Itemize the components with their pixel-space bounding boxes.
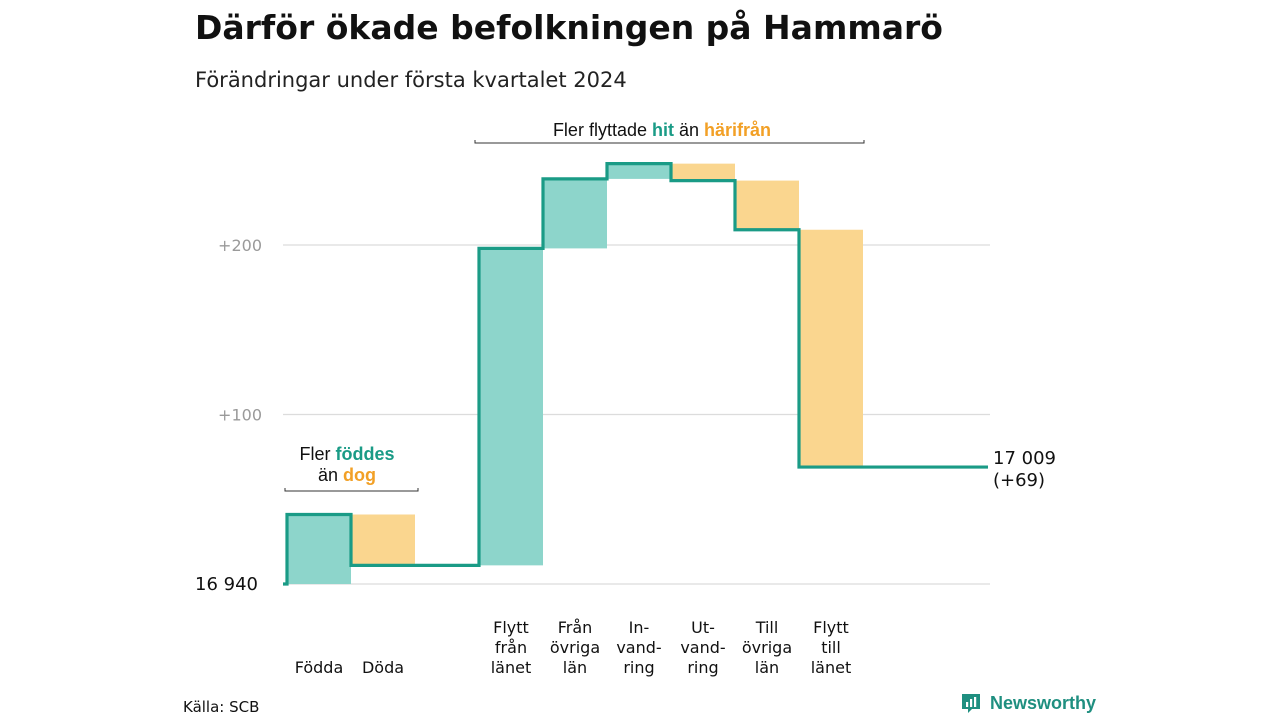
category-label: vand- [616,638,661,657]
waterfall-bar [543,178,607,249]
start-value-label: 16 940 [195,574,258,595]
category-label: Från [558,618,593,637]
brand-logo[interactable]: Newsworthy [960,692,1096,714]
chart-subtitle: Förändringar under första kvartalet 2024 [195,68,627,92]
y-tick-label: +100 [218,406,262,425]
category-label: övriga [550,638,600,657]
chart-logo-icon [962,694,980,713]
category-label: till [821,638,841,657]
category-label: länet [811,658,852,677]
category-label: Flytt [493,618,529,637]
waterfall-bar [799,229,863,468]
brand-name: Newsworthy [990,692,1097,713]
waterfall-bar [607,163,671,179]
category-label: län [755,658,779,677]
end-value-label: (+69) [993,470,1045,491]
annotation-births-deaths: Fler föddes [299,444,394,464]
y-tick-label: +200 [218,236,262,255]
category-label: län [563,658,587,677]
category-label: övriga [742,638,792,657]
source-note: Källa: SCB [183,698,260,716]
category-label: ring [623,658,654,677]
chart-title: Därför ökade befolkningen på Hammarö [195,8,943,47]
cumulative-step-line [283,162,988,586]
annotation-migration: Fler flyttade hit än härifrån [553,120,771,140]
category-label: från [495,638,527,657]
annotation-bracket [474,140,865,144]
category-label: Till [755,618,779,637]
waterfall-bar [735,180,799,230]
category-label: vand- [680,638,725,657]
waterfall-bar [671,163,735,181]
category-label: Döda [362,658,404,677]
annotation-births-deaths: än dog [318,465,376,485]
waterfall-bar [287,514,351,584]
category-label: ring [687,658,718,677]
waterfall-bar [479,248,543,566]
category-label: Ut- [691,618,715,637]
category-label: In- [629,618,650,637]
waterfall-bar [351,514,415,566]
category-label: Födda [295,658,344,677]
category-label: länet [491,658,532,677]
category-label: Flytt [813,618,849,637]
end-value-label: 17 009 [993,448,1056,469]
annotation-bracket [284,488,419,492]
